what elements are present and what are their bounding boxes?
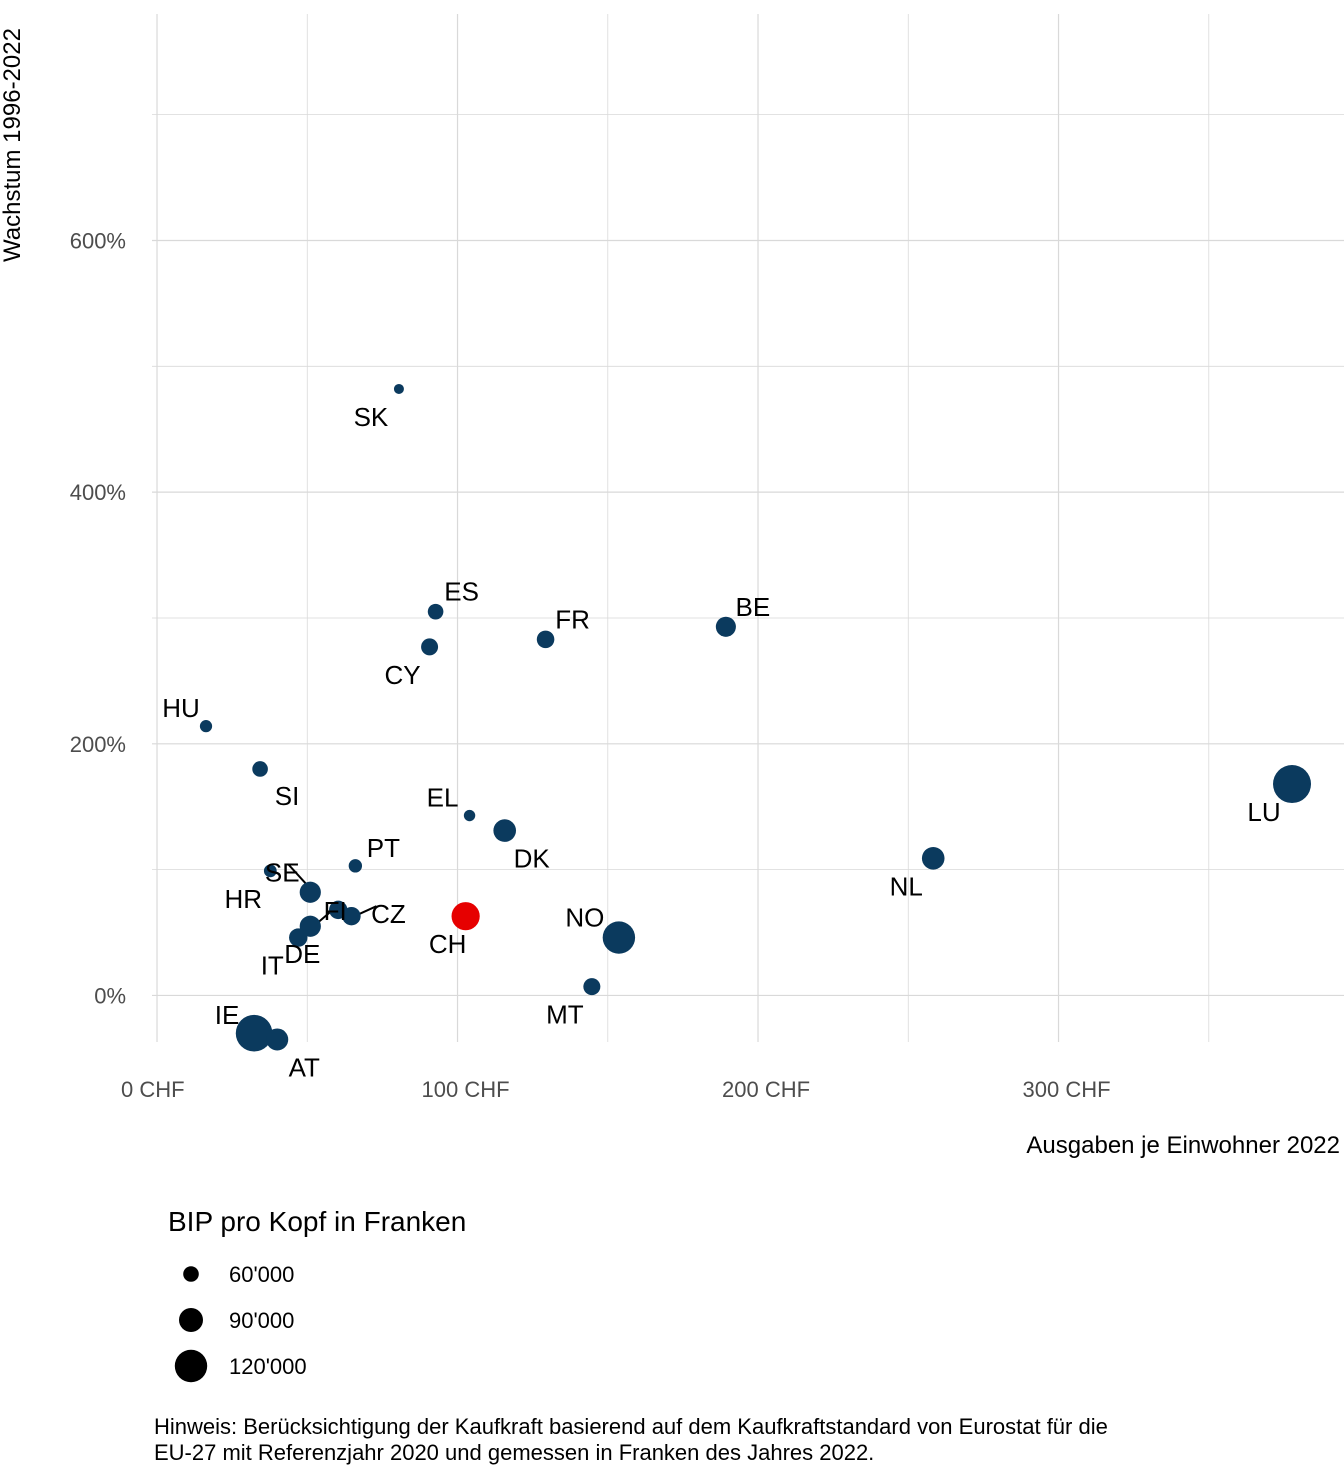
y-tick-label: 0% bbox=[94, 983, 126, 1008]
legend-key-2 bbox=[174, 1349, 208, 1383]
point-label-ie: IE bbox=[215, 1000, 240, 1030]
data-points bbox=[199, 383, 1312, 1052]
point-es bbox=[427, 603, 444, 620]
x-tick-label: 0 CHF bbox=[121, 1077, 185, 1102]
point-label-de: DE bbox=[284, 939, 320, 969]
legend-label-0: 60'000 bbox=[229, 1262, 294, 1287]
point-hr bbox=[263, 864, 277, 878]
grid-lines bbox=[152, 14, 1344, 1042]
point-pt bbox=[348, 859, 363, 873]
point-el bbox=[463, 809, 476, 822]
y-tick-label: 400% bbox=[70, 480, 126, 505]
point-si bbox=[252, 761, 268, 777]
legend-label-2: 120'000 bbox=[229, 1354, 307, 1379]
point-it bbox=[289, 928, 308, 947]
legend-title: BIP pro Kopf in Franken bbox=[168, 1206, 466, 1237]
point-no bbox=[602, 921, 636, 954]
point-cy bbox=[421, 638, 439, 656]
point-label-at: AT bbox=[289, 1052, 320, 1082]
point-label-lu: LU bbox=[1247, 797, 1280, 827]
point-ie bbox=[235, 1014, 273, 1052]
point-fr bbox=[536, 630, 555, 649]
point-label-es: ES bbox=[444, 577, 479, 607]
point-label-ch: CH bbox=[429, 929, 467, 959]
y-axis-title: Wachstum 1996-2022 bbox=[0, 28, 26, 262]
footnote-line-2: EU-27 mit Referenzjahr 2020 und gemessen… bbox=[154, 1440, 874, 1465]
point-label-el: EL bbox=[427, 783, 459, 813]
point-se bbox=[299, 881, 321, 903]
point-label-hr: HR bbox=[225, 884, 263, 914]
x-tick-label: 200 CHF bbox=[722, 1077, 810, 1102]
connector-se bbox=[287, 863, 310, 887]
point-label-sk: SK bbox=[354, 402, 389, 432]
x-tick-label: 300 CHF bbox=[1023, 1077, 1111, 1102]
y-tick-label: 600% bbox=[70, 228, 126, 253]
legend-label-1: 90'000 bbox=[229, 1308, 294, 1333]
size-legend: BIP pro Kopf in Franken 60'000 90'000 120'… bbox=[168, 1206, 466, 1383]
point-nl bbox=[921, 846, 945, 870]
x-axis-title: Ausgaben je Einwohner 2022 bbox=[1026, 1132, 1340, 1159]
footnote: Hinweis: Berücksichtigung der Kaufkraft … bbox=[154, 1414, 1108, 1465]
y-tick-label: 200% bbox=[70, 732, 126, 757]
point-label-cz: CZ bbox=[371, 899, 406, 929]
point-dk bbox=[493, 819, 517, 842]
point-label-no: NO bbox=[565, 903, 604, 933]
point-label-fr: FR bbox=[555, 604, 590, 634]
point-lu bbox=[1273, 765, 1312, 804]
point-ch bbox=[451, 902, 480, 931]
legend-key-1 bbox=[179, 1308, 203, 1332]
legend-key-0 bbox=[183, 1266, 199, 1282]
x-tick-label: 100 CHF bbox=[422, 1077, 510, 1102]
point-be bbox=[715, 616, 736, 637]
point-label-it: IT bbox=[261, 951, 284, 981]
point-label-hu: HU bbox=[162, 693, 200, 723]
point-label-pt: PT bbox=[367, 833, 400, 863]
point-label-fi: FI bbox=[324, 896, 347, 926]
point-label-be: BE bbox=[736, 592, 771, 622]
axis-ticks: 0 CHF 100 CHF 200 CHF 300 CHF 0% 200% 400% 600% bbox=[70, 228, 1111, 1102]
point-label-nl: NL bbox=[890, 871, 923, 901]
point-label-si: SI bbox=[275, 781, 300, 811]
point-label-dk: DK bbox=[514, 844, 551, 874]
point-label-mt: MT bbox=[546, 1000, 584, 1030]
point-label-cy: CY bbox=[385, 660, 421, 690]
point-cz bbox=[342, 906, 361, 926]
point-mt bbox=[583, 978, 601, 996]
point-hu bbox=[199, 720, 213, 733]
point-label-se: SE bbox=[265, 857, 300, 887]
point-at bbox=[266, 1028, 289, 1051]
point-sk bbox=[393, 383, 404, 394]
footnote-line-1: Hinweis: Berücksichtigung der Kaufkraft … bbox=[154, 1414, 1108, 1439]
